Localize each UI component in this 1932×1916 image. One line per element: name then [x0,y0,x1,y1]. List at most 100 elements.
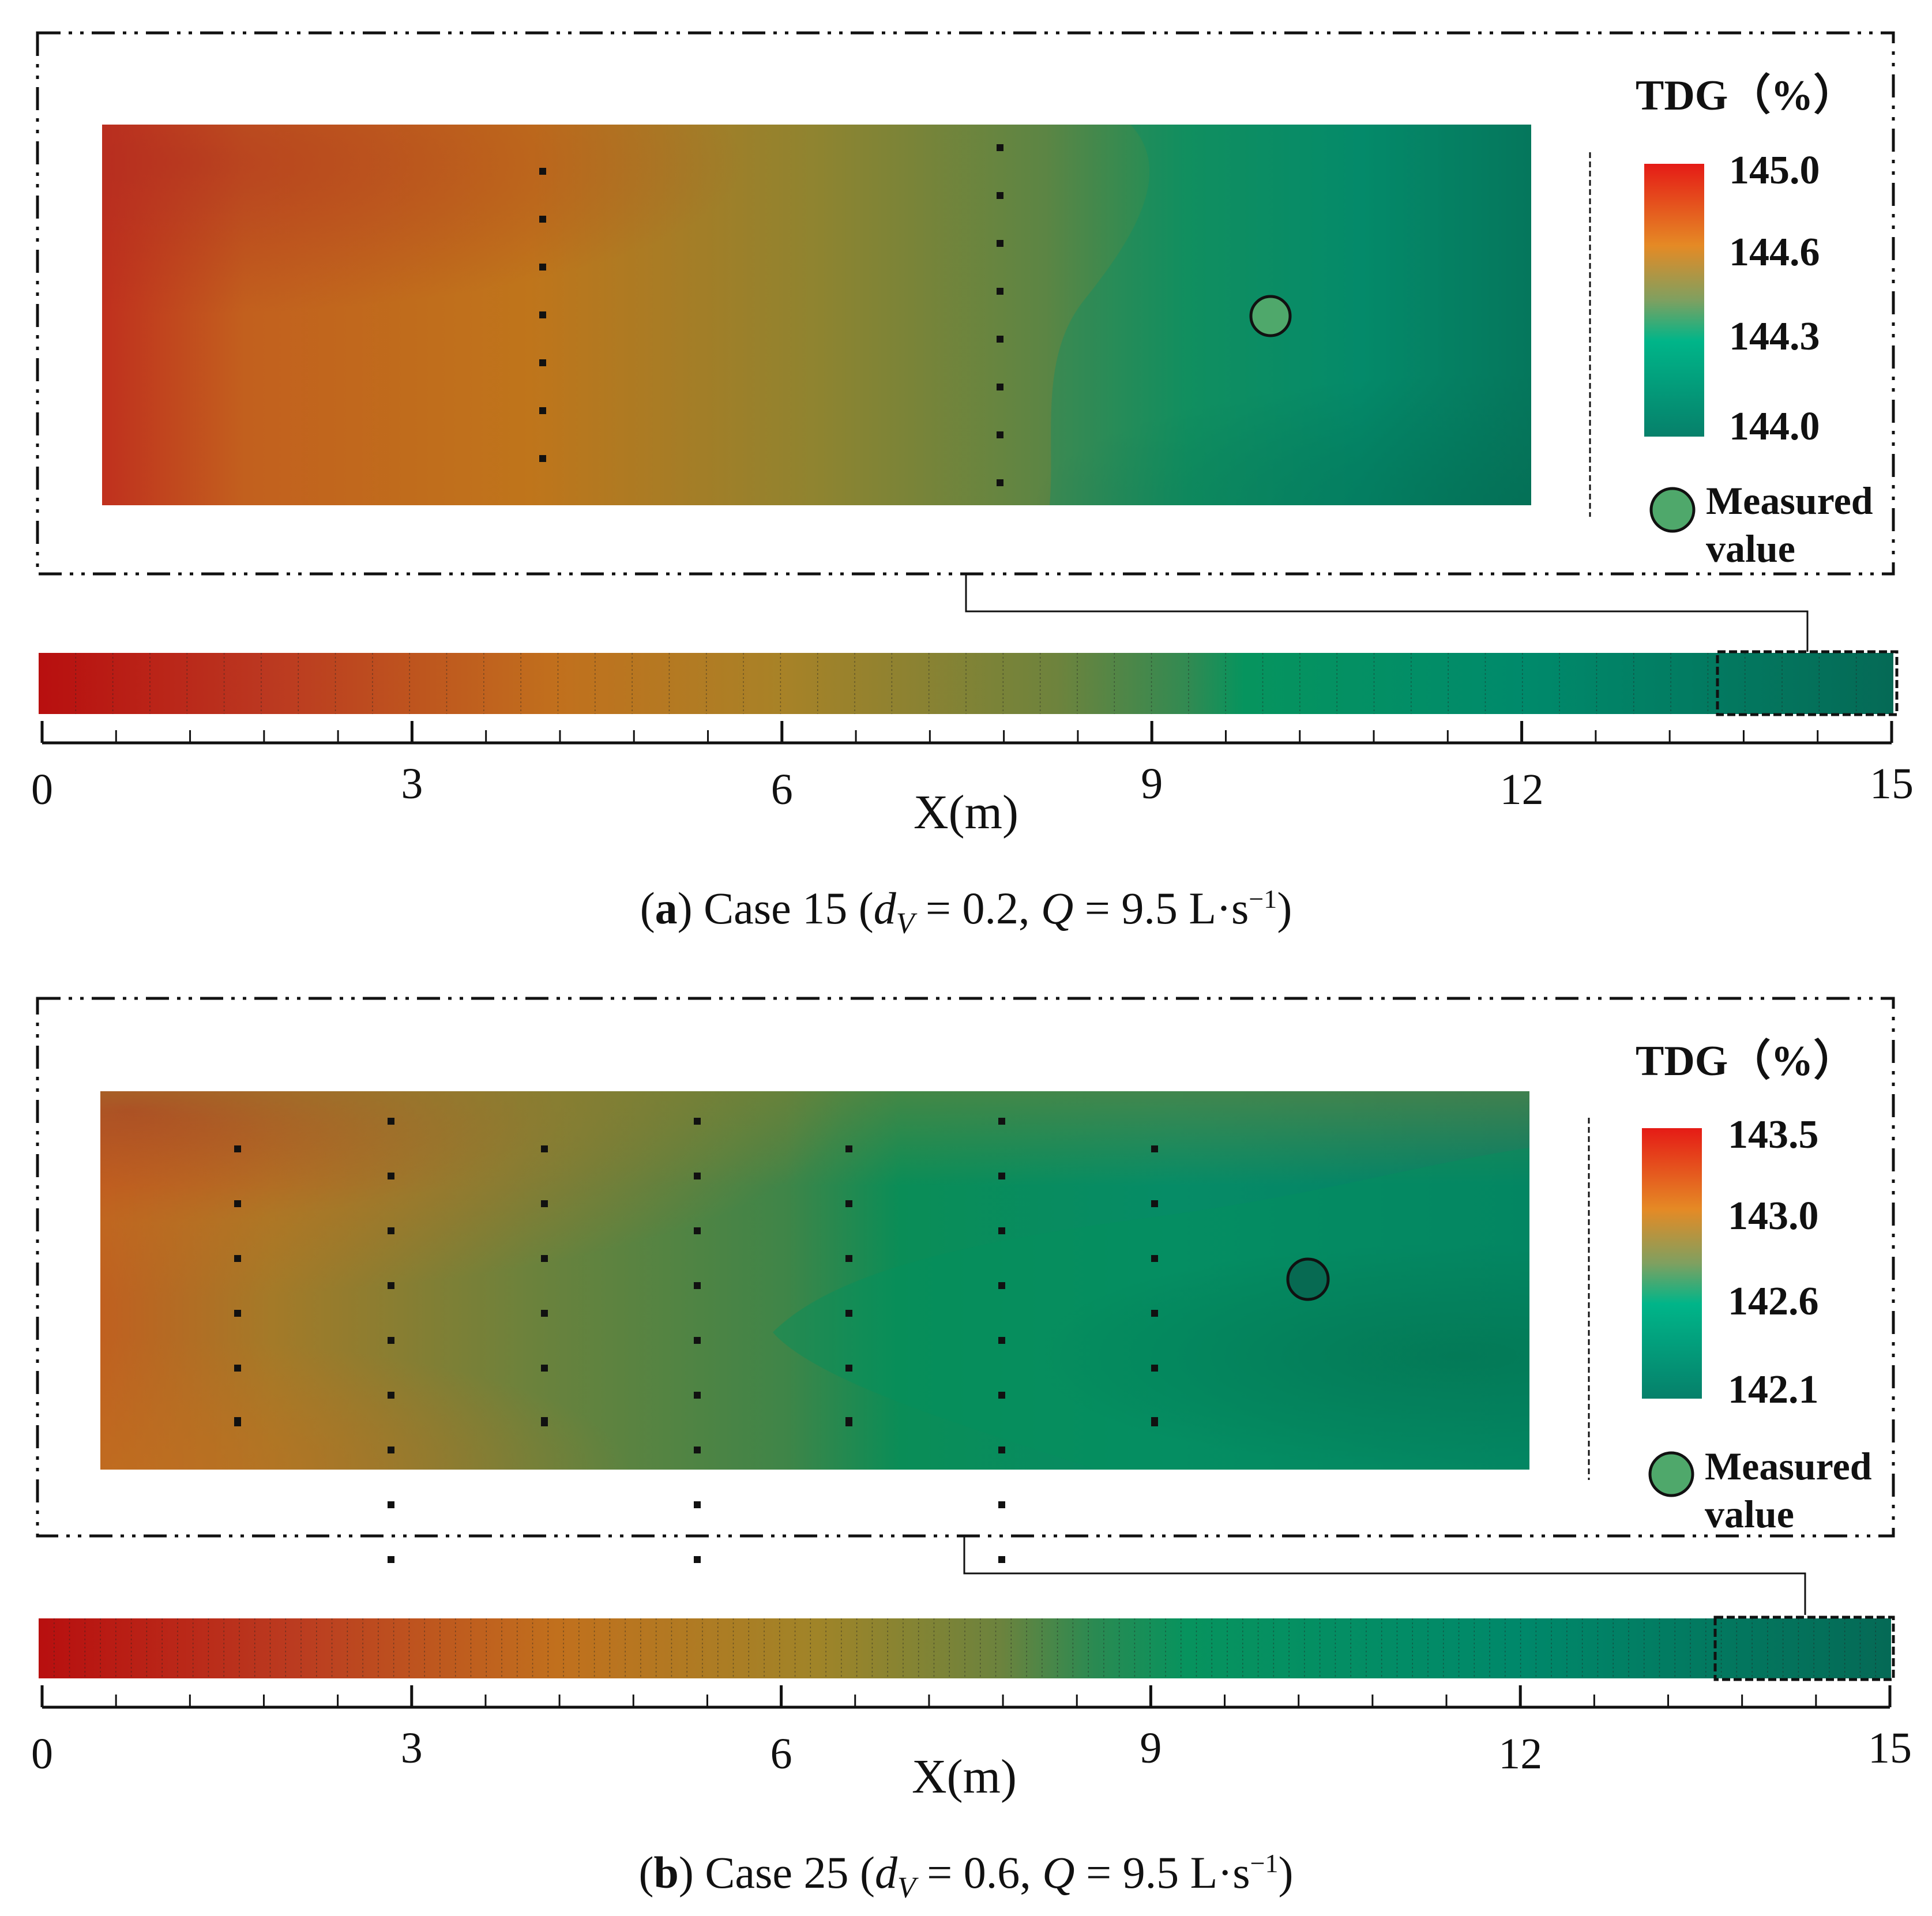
legend-title: TDG（%） [1636,1038,1856,1085]
legend-title: TDG（%） [1636,72,1856,119]
measurement-dot [1151,1255,1158,1262]
measurement-dot [998,1173,1005,1179]
x-tick-label: 6 [770,1730,792,1778]
measurement-dot [694,1392,701,1399]
measurement-dot [234,1145,241,1152]
measurement-dot [694,1173,701,1179]
caption-case: Case 25 [705,1847,849,1898]
heatmap-zoom [100,1091,1529,1470]
caption-b: (b) Case 25 (dV = 0.6, Q = 9.5 L·s−1) [638,1847,1294,1904]
measurement-dot [539,311,546,318]
measurement-dot [541,1417,548,1424]
measurement-dot [694,1118,701,1125]
measurement-dot [539,455,546,462]
measurement-dot [541,1255,548,1262]
measurement-dot [388,1118,394,1125]
colorbar-tick-label: 142.6 [1728,1279,1819,1324]
colorbar-tick-label: 144.0 [1729,404,1820,449]
measurement-dot [694,1337,701,1344]
measurement-dot [997,384,1003,390]
heatmap-strip [39,1618,1891,1678]
colorbar [1642,1128,1702,1399]
measured-legend-marker [1648,1451,1694,1497]
measurement-dot [541,1200,548,1207]
x-axis: 0 3 6 9 12 15 [31,1685,1912,1778]
measurement-dot [234,1417,241,1424]
measured-legend-marker [1649,487,1696,533]
strip-gridlines [54,1618,1876,1678]
measurement-dot [541,1145,548,1152]
colorbar-tick-label: 145.0 [1729,148,1820,193]
measurement-dot [539,168,546,175]
measurement-dot [845,1417,852,1424]
caption-case: Case 15 [704,883,848,933]
measurement-dot [997,288,1003,295]
zoom-region-box [1713,1616,1895,1681]
caption-unit: L·s [1189,883,1249,933]
measurement-dot [845,1255,852,1262]
x-tick-label: 9 [1140,1724,1162,1772]
zoom-connector [965,575,1809,652]
measurement-dot [998,1227,1005,1234]
measurement-dot [388,1337,394,1344]
caption-a: (a) Case 15 (dV = 0.2, Q = 9.5 L·s−1) [640,883,1292,940]
measurement-dot [234,1255,241,1262]
panel-b: TDG（%） 143.5 143.0 142.6 142.1 Measured … [31,997,1912,1804]
measurement-dot [539,264,546,271]
measurement-dot [997,240,1003,247]
x-tick-label: 3 [401,760,423,808]
measurement-dot [388,1392,394,1399]
measurement-dot [539,216,546,223]
measurement-dot [388,1227,394,1234]
measurement-dot [1151,1145,1158,1152]
caption-dv: 0.2 [962,883,1019,933]
measurement-dot [541,1310,548,1317]
measurement-dot [694,1227,701,1234]
measurement-dot [998,1282,1005,1289]
measurement-dot [998,1556,1005,1563]
zoom-connector [963,1537,1806,1615]
measurement-dot [845,1145,852,1152]
x-tick-label: 3 [401,1724,423,1772]
measurement-dot [694,1501,701,1508]
measured-legend-label: value [1706,527,1795,570]
zoom-frame [36,31,1895,576]
measurement-dot [998,1337,1005,1344]
measurement-dots [234,1118,1158,1563]
measured-legend-label: Measured [1705,1444,1872,1488]
measurement-dot [234,1365,241,1372]
panel-a: TDG（%） 145.0 144.6 144.3 144.0 Measured … [31,31,1914,839]
heatmap-strip [39,653,1893,714]
caption-dv: 0.6 [963,1847,1020,1898]
measurement-dot [998,1118,1005,1125]
measurement-dot [1151,1200,1158,1207]
measured-legend-label: Measured [1706,479,1873,523]
x-axis-label: X(m) [914,786,1018,839]
measurement-dot [694,1282,701,1289]
measurement-dot [998,1501,1005,1508]
zoom-frame [36,997,1895,1538]
measurement-dot [388,1447,394,1453]
measurement-dot [997,431,1003,438]
measurement-dots [539,144,1003,486]
measurement-dot [694,1447,701,1453]
measurement-dot [694,1556,701,1563]
colorbar-tick-label: 142.1 [1728,1368,1819,1412]
measurement-dot [541,1365,548,1372]
measurement-dot [997,479,1003,486]
measurement-dot [845,1365,852,1372]
x-tick-label: 15 [1870,760,1914,808]
x-tick-label: 0 [31,765,53,814]
colorbar-tick-label: 144.3 [1729,314,1820,359]
measurement-dot [1151,1365,1158,1372]
x-tick-label: 9 [1141,760,1163,808]
measurement-dot [388,1501,394,1508]
caption-q: 9.5 [1122,1847,1179,1898]
measurement-dot [539,407,546,414]
x-axis: 0 3 6 9 12 15 [31,721,1914,814]
x-tick-label: 6 [771,765,793,814]
x-tick-label: 15 [1868,1724,1912,1772]
caption-exp: −1 [1250,1849,1279,1878]
zoom-region-box [1716,650,1899,716]
